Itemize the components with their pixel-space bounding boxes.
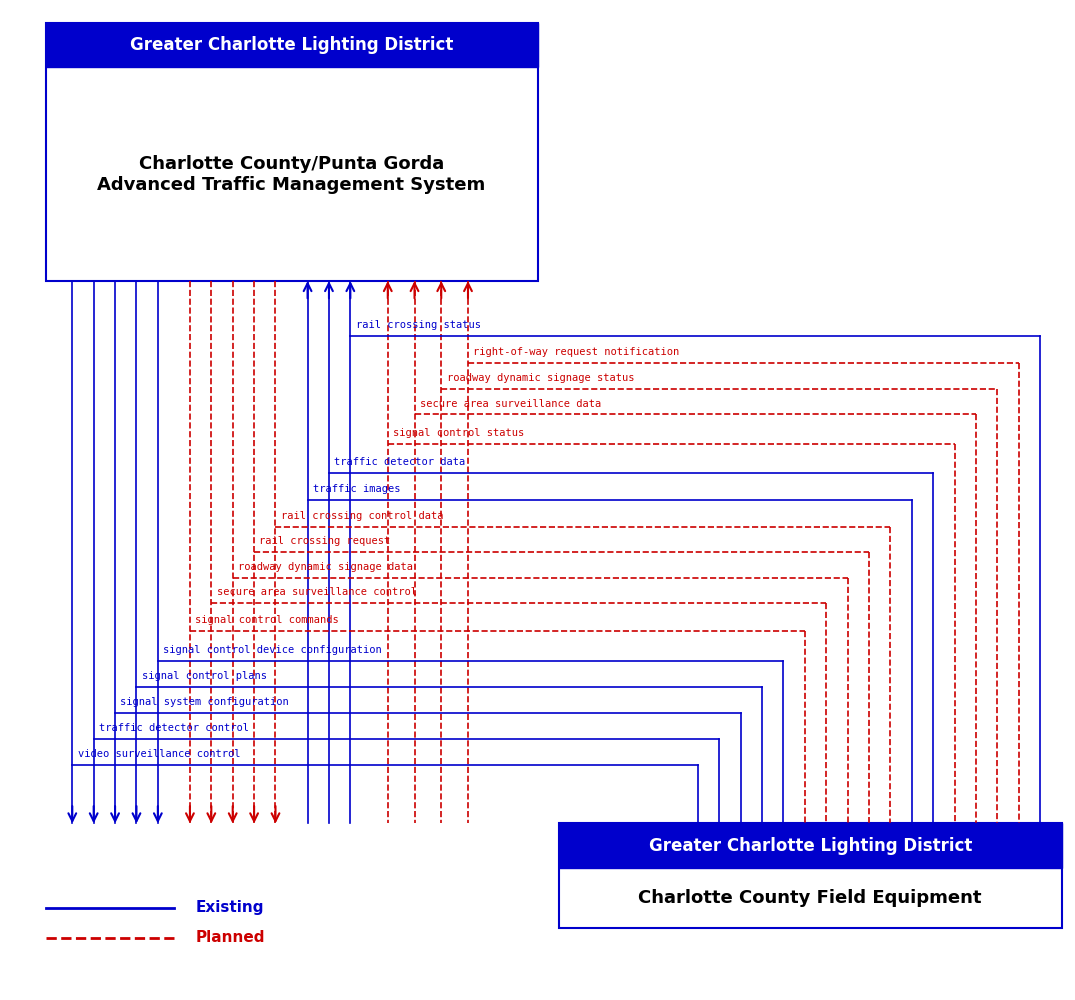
FancyBboxPatch shape	[559, 823, 1061, 868]
Text: traffic detector control: traffic detector control	[99, 723, 249, 733]
Text: Greater Charlotte Lighting District: Greater Charlotte Lighting District	[130, 36, 454, 54]
Text: traffic images: traffic images	[313, 484, 400, 494]
FancyBboxPatch shape	[45, 23, 538, 281]
Text: signal control plans: signal control plans	[142, 671, 267, 681]
FancyBboxPatch shape	[45, 23, 538, 67]
Text: Existing: Existing	[196, 900, 263, 915]
Text: Greater Charlotte Lighting District: Greater Charlotte Lighting District	[648, 837, 972, 855]
FancyBboxPatch shape	[559, 823, 1061, 928]
Text: right-of-way request notification: right-of-way request notification	[473, 347, 679, 357]
Text: signal system configuration: signal system configuration	[120, 697, 289, 707]
Text: roadway dynamic signage data: roadway dynamic signage data	[238, 562, 413, 572]
Text: secure area surveillance data: secure area surveillance data	[420, 399, 601, 409]
Text: signal control device configuration: signal control device configuration	[163, 645, 382, 655]
Text: Charlotte County Field Equipment: Charlotte County Field Equipment	[639, 889, 981, 907]
Text: Planned: Planned	[196, 930, 264, 945]
Text: signal control status: signal control status	[393, 428, 525, 438]
Text: signal control commands: signal control commands	[196, 615, 339, 625]
Text: traffic detector data: traffic detector data	[334, 457, 465, 467]
Text: rail crossing status: rail crossing status	[356, 320, 481, 330]
Text: roadway dynamic signage status: roadway dynamic signage status	[446, 373, 634, 383]
Text: video surveillance control: video surveillance control	[77, 749, 240, 759]
Text: Charlotte County/Punta Gorda
Advanced Traffic Management System: Charlotte County/Punta Gorda Advanced Tr…	[98, 155, 486, 194]
Text: rail crossing control data: rail crossing control data	[281, 511, 443, 521]
Text: secure area surveillance control: secure area surveillance control	[217, 587, 417, 597]
Text: rail crossing request: rail crossing request	[259, 536, 390, 546]
